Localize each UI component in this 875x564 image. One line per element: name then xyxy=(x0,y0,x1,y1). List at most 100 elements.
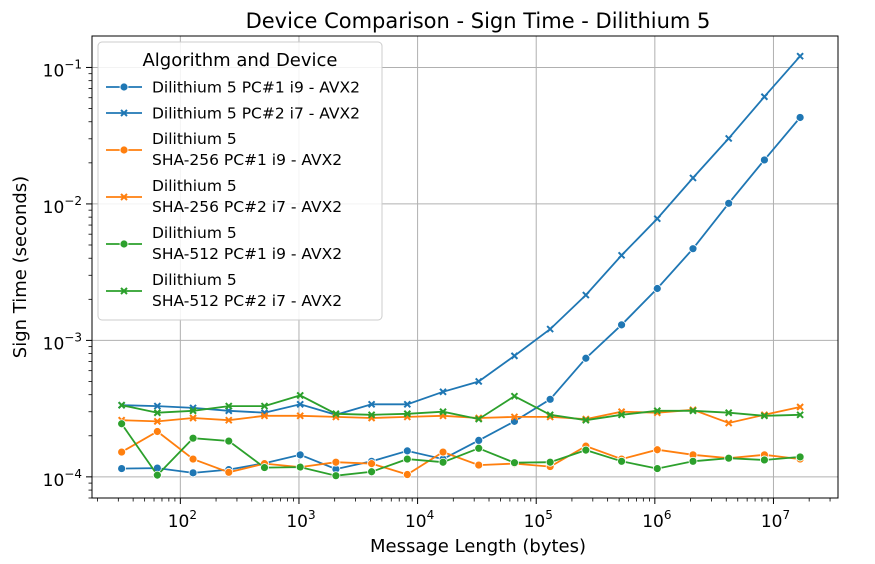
x-tick-label: 103 xyxy=(286,508,315,532)
series-3 xyxy=(117,427,805,479)
data-point xyxy=(653,407,661,415)
data-point xyxy=(795,113,805,122)
data-point xyxy=(724,134,733,143)
data-point xyxy=(117,401,126,409)
data-point xyxy=(688,244,698,254)
data-point xyxy=(510,458,519,468)
data-point xyxy=(474,435,484,445)
legend-entry-4: Dilithium 5 SHA-256 PC#2 i7 - AVX2 xyxy=(106,177,342,216)
data-point xyxy=(475,415,483,423)
data-point xyxy=(153,417,162,426)
data-point xyxy=(260,412,269,420)
data-point xyxy=(402,446,412,456)
x-tick-label: 106 xyxy=(642,508,671,532)
data-point xyxy=(617,456,626,466)
legend-title: Algorithm and Device xyxy=(142,50,337,71)
legend-label: Dilithium 5 PC#2 i7 - AVX2 xyxy=(152,105,360,123)
legend-items: Dilithium 5 PC#1 i9 - AVX2 Dilithium 5 PC… xyxy=(106,79,360,310)
data-point xyxy=(402,454,412,464)
data-point xyxy=(760,455,769,465)
data-point xyxy=(152,470,162,480)
x-tick-label: 105 xyxy=(524,508,553,532)
y-axis-ticks: 10−4 10−3 10−2 10−1 xyxy=(43,57,92,499)
data-point xyxy=(724,198,734,208)
data-point xyxy=(653,214,661,223)
x-tick-label: 104 xyxy=(405,508,434,532)
series-line xyxy=(121,55,801,416)
legend-label: Dilithium 5 PC#1 i9 - AVX2 xyxy=(152,79,360,97)
data-point xyxy=(188,454,198,464)
data-point xyxy=(331,471,341,481)
data-point xyxy=(475,377,483,386)
x-axis-label: Message Length (bytes) xyxy=(370,536,586,557)
legend-box xyxy=(97,41,383,321)
data-point xyxy=(582,416,590,424)
data-point xyxy=(474,460,484,470)
data-point xyxy=(296,400,304,409)
legend-entry-2: Dilithium 5 PC#2 i7 - AVX2 xyxy=(106,105,360,123)
data-point xyxy=(296,412,304,420)
data-point xyxy=(189,414,197,422)
series-line xyxy=(121,430,801,476)
data-point xyxy=(760,93,769,101)
y-tick-label: 10−2 xyxy=(43,194,82,218)
data-point xyxy=(117,447,127,457)
data-point xyxy=(689,407,697,415)
data-point xyxy=(188,433,198,443)
data-point xyxy=(796,411,804,419)
data-point xyxy=(224,467,234,477)
x-tick-label: 107 xyxy=(761,508,790,532)
data-point xyxy=(617,251,626,260)
data-point xyxy=(188,468,198,478)
data-point xyxy=(510,413,519,421)
data-point xyxy=(189,407,197,415)
data-point xyxy=(402,470,412,479)
y-tick-label: 10−3 xyxy=(43,330,82,354)
data-point xyxy=(510,392,519,400)
legend[interactable]: Algorithm and Device Dilithium 5 PC#1 i9… xyxy=(97,41,383,321)
data-point xyxy=(403,400,412,409)
data-point xyxy=(545,457,555,467)
legend-marker xyxy=(120,193,128,201)
data-point xyxy=(617,411,626,419)
series-line xyxy=(121,394,801,422)
data-point xyxy=(367,400,376,409)
data-point xyxy=(510,352,519,360)
data-point xyxy=(438,457,448,467)
data-point xyxy=(545,394,555,404)
data-point xyxy=(224,436,234,446)
data-point xyxy=(296,391,304,400)
data-point xyxy=(225,416,233,424)
legend-entry-1: Dilithium 5 PC#1 i9 - AVX2 xyxy=(106,79,360,97)
data-point xyxy=(795,452,805,462)
data-point xyxy=(367,467,377,477)
data-point xyxy=(403,410,412,418)
data-point xyxy=(153,402,162,410)
legend-label: Dilithium 5 SHA-512 PC#2 i7 - AVX2 xyxy=(152,271,342,310)
data-point xyxy=(581,353,591,363)
data-point xyxy=(652,464,662,473)
series-line xyxy=(120,423,801,477)
data-point xyxy=(652,284,662,293)
y-tick-label: 10−1 xyxy=(43,57,82,81)
y-tick-label: 10−4 xyxy=(43,467,82,491)
data-point xyxy=(438,447,448,457)
data-point xyxy=(582,291,590,299)
data-point xyxy=(439,408,447,416)
legend-marker xyxy=(120,109,128,117)
data-point xyxy=(260,402,269,410)
data-point xyxy=(617,320,626,330)
legend-entry-5: Dilithium 5 SHA-512 PC#1 i9 - AVX2 xyxy=(106,224,342,263)
data-point xyxy=(724,419,733,427)
legend-label: Dilithium 5 SHA-256 PC#1 i9 - AVX2 xyxy=(152,130,342,169)
data-point xyxy=(546,325,554,333)
data-point xyxy=(260,463,269,472)
data-point xyxy=(367,459,377,469)
x-axis-ticks: 102 103 104 105 106 107 xyxy=(97,498,831,532)
data-point xyxy=(332,410,340,418)
legend-entry-6: Dilithium 5 SHA-512 PC#2 i7 - AVX2 xyxy=(106,271,342,310)
data-point xyxy=(474,443,484,453)
data-point xyxy=(152,427,162,436)
data-point xyxy=(760,412,769,420)
